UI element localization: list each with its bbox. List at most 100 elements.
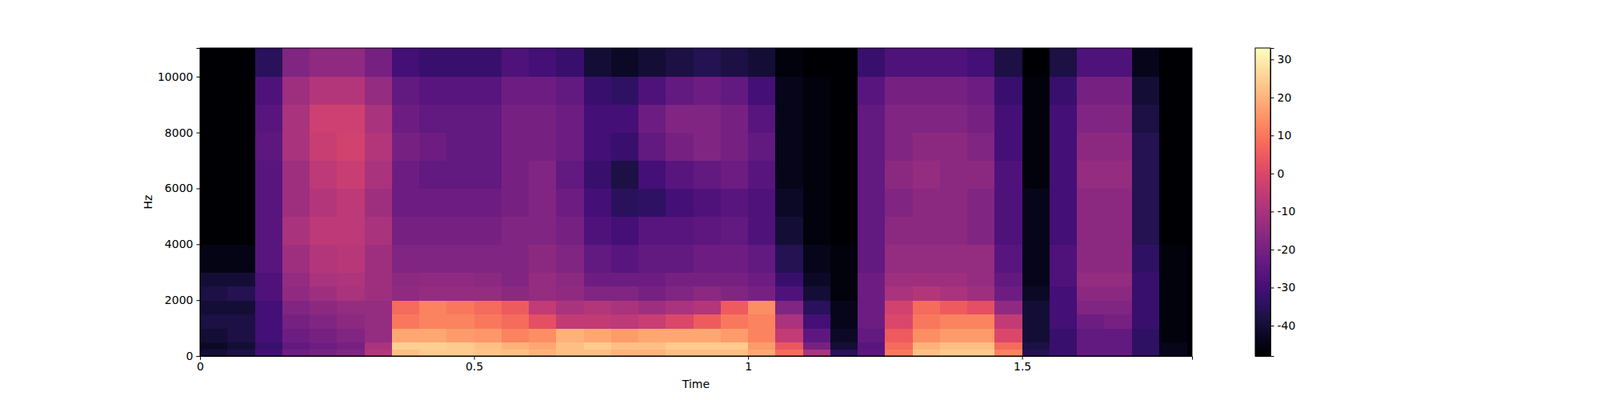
cell	[884, 342, 913, 350]
cell	[446, 104, 475, 134]
cell	[1049, 348, 1078, 356]
cell	[1132, 76, 1160, 106]
cell	[392, 286, 420, 301]
tick-label: 2000	[164, 293, 194, 307]
cell	[994, 104, 1023, 134]
cell	[830, 188, 859, 217]
cell	[474, 188, 503, 217]
tick-label: -30	[1277, 280, 1296, 294]
cell	[200, 348, 228, 356]
cell	[884, 188, 913, 217]
cell	[1076, 160, 1105, 190]
cell	[1022, 132, 1051, 162]
cell	[803, 328, 832, 343]
cell	[775, 216, 804, 245]
cell	[967, 160, 996, 190]
cell	[1049, 328, 1078, 343]
tick-mark	[1270, 325, 1275, 327]
cell	[528, 160, 557, 190]
cell	[994, 286, 1023, 301]
cell	[556, 286, 584, 301]
x-axis-title: Time	[681, 377, 710, 391]
cell	[857, 48, 886, 77]
cell	[474, 160, 503, 190]
tick-mark	[1270, 287, 1275, 288]
cell	[830, 328, 859, 343]
cell	[309, 76, 338, 106]
cell	[556, 76, 584, 106]
cell	[940, 132, 968, 162]
tick-label: 6000	[164, 181, 194, 195]
cell	[392, 328, 420, 343]
tick-label: 0	[196, 360, 204, 373]
tick-mark	[1270, 97, 1275, 99]
cell	[994, 76, 1023, 106]
cell	[1104, 314, 1132, 329]
cell	[200, 300, 228, 315]
cell	[200, 272, 228, 287]
cell	[282, 348, 311, 356]
cell	[336, 48, 365, 77]
cell	[611, 48, 640, 77]
cell	[336, 328, 365, 343]
cell	[556, 272, 584, 287]
cell	[693, 188, 722, 217]
cell	[665, 286, 694, 301]
cell	[584, 76, 612, 106]
tick: 10000	[157, 70, 200, 84]
cell	[584, 342, 612, 350]
cell	[200, 216, 228, 245]
cell	[501, 216, 530, 245]
cell	[309, 314, 338, 329]
cell	[282, 48, 311, 77]
cell	[638, 76, 667, 106]
cell	[940, 286, 968, 301]
y-axis-title: Hz	[141, 195, 155, 210]
tick: 0	[196, 356, 204, 373]
cell	[884, 76, 913, 106]
cell	[446, 244, 475, 273]
cell	[1159, 328, 1188, 343]
cell	[638, 342, 667, 350]
cell	[1076, 188, 1105, 217]
cell	[665, 216, 694, 245]
cell	[940, 300, 968, 315]
cell	[474, 244, 503, 273]
cell	[227, 132, 256, 162]
tick: -20	[1270, 243, 1296, 256]
tick: 1	[744, 356, 752, 373]
cell	[665, 160, 694, 190]
cell	[830, 286, 859, 301]
cell	[638, 216, 667, 245]
cell	[1132, 160, 1160, 190]
cell	[336, 348, 365, 356]
cell	[1022, 244, 1051, 273]
cell	[994, 314, 1023, 329]
cell	[1049, 48, 1078, 77]
cell	[884, 272, 913, 287]
cell	[584, 132, 612, 162]
cell	[1022, 342, 1051, 350]
cell	[803, 272, 832, 287]
cell	[392, 244, 420, 273]
cell	[364, 160, 393, 190]
cell	[227, 188, 256, 217]
cell	[227, 348, 256, 356]
cell	[1132, 272, 1160, 287]
tick-mark	[196, 76, 201, 78]
cell	[638, 104, 667, 134]
cell	[803, 160, 832, 190]
cell	[474, 342, 503, 350]
cell	[940, 76, 968, 106]
cell	[693, 48, 722, 77]
cell	[803, 342, 832, 350]
tick: 1.5	[1013, 356, 1032, 373]
cell	[665, 314, 694, 329]
cell	[720, 300, 749, 315]
cell	[255, 132, 284, 162]
cell	[556, 104, 584, 134]
cell	[994, 132, 1023, 162]
cell	[200, 328, 228, 343]
cell	[528, 286, 557, 301]
cell	[912, 76, 941, 106]
